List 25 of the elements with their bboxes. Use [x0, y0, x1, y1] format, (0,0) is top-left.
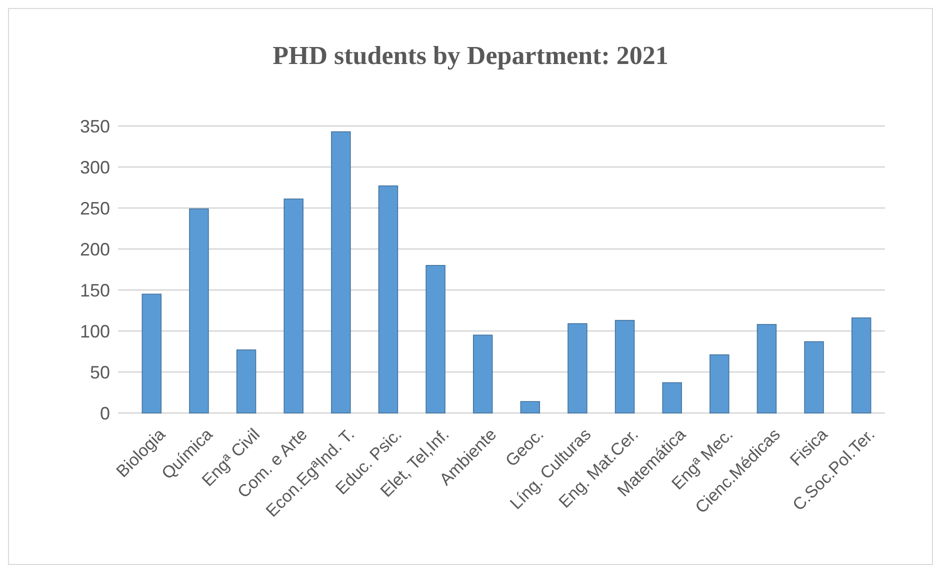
y-tick-label: 100 [80, 321, 110, 342]
bar [520, 401, 540, 414]
y-tick-label: 350 [80, 116, 110, 136]
bar [662, 382, 682, 414]
bar [236, 349, 256, 414]
bar [378, 185, 398, 414]
bar [472, 334, 493, 414]
bar [284, 198, 304, 414]
y-tick-label: 300 [80, 157, 110, 178]
y-tick-label: 250 [80, 198, 110, 218]
bar [189, 208, 209, 414]
bar [142, 294, 162, 414]
bar [614, 320, 635, 414]
y-tick-label: 0 [100, 403, 110, 424]
bar [710, 354, 730, 414]
chart-title: PHD students by Department: 2021 [272, 41, 668, 70]
y-tick-label: 150 [80, 280, 110, 300]
bar [331, 131, 351, 414]
y-tick-label: 200 [80, 239, 110, 260]
bar [568, 323, 588, 414]
y-tick-label: 50 [90, 362, 110, 382]
bar [756, 324, 777, 414]
bar [851, 317, 872, 414]
bar [426, 265, 446, 414]
bar [804, 341, 824, 414]
